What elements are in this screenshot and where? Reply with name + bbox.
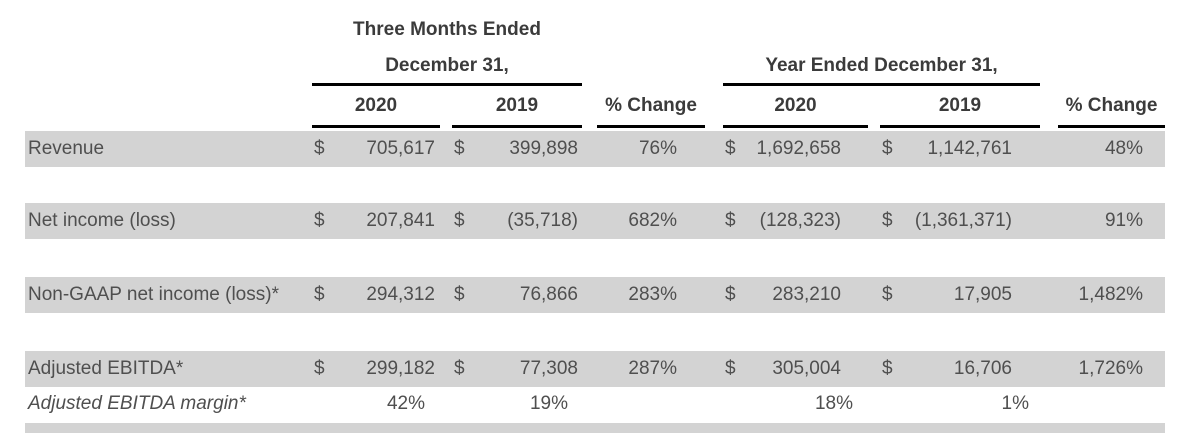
non-gaap-yr-change: 1,482% <box>1078 284 1143 305</box>
revenue-tm-2020: $ 705,617 <box>312 138 440 160</box>
table-row-net-income: Net income (loss) $ 207,841 $ (35,718) 6… <box>25 203 1165 239</box>
revenue-yr-change: 48% <box>1104 138 1143 159</box>
amount: (128,323) <box>759 210 841 231</box>
ebitda-margin-yr-2019: 1% <box>1001 393 1029 414</box>
column-header-tm-2019: 2019 <box>452 86 582 128</box>
currency-symbol: $ <box>725 138 736 159</box>
table-row-adjusted-ebitda: Adjusted EBITDA* $ 299,182 $ 77,308 287%… <box>25 351 1165 387</box>
year-ended-header: Year Ended December 31, <box>723 48 1040 86</box>
net-income-tm-change: 682% <box>628 210 677 231</box>
non-gaap-yr-2019: $ 17,905 <box>880 284 1040 306</box>
row-label: Revenue <box>28 138 105 159</box>
currency-symbol: $ <box>454 284 465 305</box>
currency-symbol: $ <box>314 284 325 305</box>
header-row-group-line1: Three Months Ended <box>25 12 1165 48</box>
currency-symbol: $ <box>314 358 325 379</box>
currency-symbol: $ <box>725 210 736 231</box>
ebitda-margin-tm-2019: 19% <box>529 393 568 414</box>
net-income-yr-2020: $ (128,323) <box>723 210 868 232</box>
financial-results-table: Three Months Ended December 31, Year End… <box>25 12 1165 433</box>
column-header-yr-2019: 2019 <box>880 86 1040 128</box>
table-row-adjusted-ebitda-margin: Adjusted EBITDA margin* 42% 19% 18% 1% <box>25 387 1165 421</box>
header-row-columns: 2020 2019 % Change 2020 2019 % Change <box>25 86 1165 128</box>
ebitda-margin-yr-2020: 18% <box>814 393 853 414</box>
row-label: Net income (loss) <box>28 210 176 231</box>
currency-symbol: $ <box>454 210 465 231</box>
amount: 1,142,761 <box>927 138 1012 159</box>
currency-symbol: $ <box>454 358 465 379</box>
revenue-tm-2019: $ 399,898 <box>452 138 582 160</box>
row-label: Adjusted EBITDA* <box>28 358 184 379</box>
revenue-yr-2019: $ 1,142,761 <box>880 138 1040 160</box>
net-income-tm-2019: $ (35,718) <box>452 210 582 232</box>
three-months-header-line2: December 31, <box>312 48 582 86</box>
amount: 283,210 <box>772 284 841 305</box>
column-header-tm-2020: 2020 <box>312 86 440 128</box>
amount: 705,617 <box>366 138 435 159</box>
non-gaap-tm-2019: $ 76,866 <box>452 284 582 306</box>
ebitda-yr-change: 1,726% <box>1078 358 1143 379</box>
row-label: Adjusted EBITDA margin* <box>28 393 246 414</box>
amount: 77,308 <box>519 358 578 379</box>
row-gap <box>25 167 1165 203</box>
amount: 305,004 <box>772 358 841 379</box>
currency-symbol: $ <box>725 358 736 379</box>
amount: 294,312 <box>366 284 435 305</box>
three-months-header-line1: Three Months Ended <box>353 19 541 40</box>
amount: 1,692,658 <box>756 138 841 159</box>
revenue-tm-change: 76% <box>638 138 677 159</box>
ebitda-tm-2020: $ 299,182 <box>312 358 440 380</box>
amount: 207,841 <box>366 210 435 231</box>
currency-symbol: $ <box>314 138 325 159</box>
ebitda-yr-2020: $ 305,004 <box>723 358 868 380</box>
amount: 17,905 <box>953 284 1012 305</box>
row-label: Non-GAAP net income (loss)* <box>28 284 279 305</box>
partial-row-band <box>25 423 1165 433</box>
row-gap <box>25 239 1165 277</box>
amount: (35,718) <box>507 210 578 231</box>
ebitda-tm-2019: $ 77,308 <box>452 358 582 380</box>
table-row-non-gaap-net-income: Non-GAAP net income (loss)* $ 294,312 $ … <box>25 277 1165 313</box>
revenue-yr-2020: $ 1,692,658 <box>723 138 868 160</box>
column-header-yr-change: % Change <box>1058 86 1165 128</box>
table-row-revenue: Revenue $ 705,617 $ 399,898 76% $ 1,692,… <box>25 131 1165 167</box>
net-income-yr-2019: $ (1,361,371) <box>880 210 1040 232</box>
currency-symbol: $ <box>882 210 893 231</box>
currency-symbol: $ <box>314 210 325 231</box>
net-income-tm-2020: $ 207,841 <box>312 210 440 232</box>
non-gaap-tm-2020: $ 294,312 <box>312 284 440 306</box>
amount: 76,866 <box>519 284 578 305</box>
amount: (1,361,371) <box>914 210 1012 231</box>
amount: 399,898 <box>509 138 578 159</box>
header-row-group-line2: December 31, Year Ended December 31, <box>25 48 1165 86</box>
ebitda-margin-tm-2020: 42% <box>386 393 425 414</box>
non-gaap-tm-change: 283% <box>628 284 677 305</box>
column-header-tm-change: % Change <box>597 86 705 128</box>
amount: 16,706 <box>953 358 1012 379</box>
currency-symbol: $ <box>882 138 893 159</box>
currency-symbol: $ <box>882 284 893 305</box>
amount: 299,182 <box>366 358 435 379</box>
currency-symbol: $ <box>882 358 893 379</box>
ebitda-tm-change: 287% <box>628 358 677 379</box>
column-header-yr-2020: 2020 <box>723 86 868 128</box>
row-gap <box>25 313 1165 351</box>
ebitda-yr-2019: $ 16,706 <box>880 358 1040 380</box>
currency-symbol: $ <box>725 284 736 305</box>
currency-symbol: $ <box>454 138 465 159</box>
net-income-yr-change: 91% <box>1104 210 1143 231</box>
non-gaap-yr-2020: $ 283,210 <box>723 284 868 306</box>
